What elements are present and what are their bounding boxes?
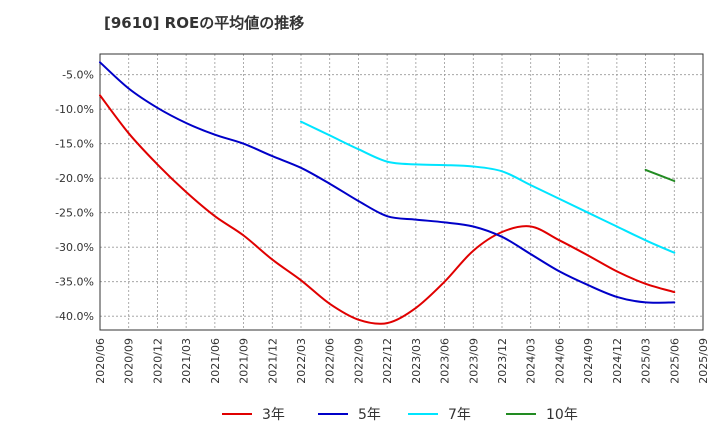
legend: 3年 5年 7年 10年 [222,407,578,423]
x-tick-label: 2024/09 [582,338,595,384]
x-tick-label: 2022/03 [295,338,308,384]
y-tick-label: -25.0% [55,207,94,220]
x-tick-label: 2023/06 [439,338,452,384]
x-tick-label: 2025/06 [668,338,681,384]
x-tick-label: 2022/12 [381,338,394,384]
x-tick-label: 2021/03 [180,338,193,384]
legend-label: 3年 [262,407,285,423]
x-tick-label: 2022/09 [352,338,365,384]
x-tick-label: 2021/12 [266,338,279,384]
x-tick-label: 2024/06 [553,338,566,384]
y-tick-label: -10.0% [55,103,94,116]
x-tick-label: 2023/03 [410,338,423,384]
y-tick-label: -20.0% [55,172,94,185]
x-tick-label: 2022/06 [324,338,337,384]
x-tick-label: 2020/09 [123,338,136,384]
y-tick-label: -30.0% [55,241,94,254]
x-tick-label: 2024/12 [611,338,624,384]
series-lines [99,61,676,325]
y-axis: -5.0% -10.0% -15.0% -20.0% -25.0% -30.0% -35.0… [55,69,94,324]
x-tick-label: 2020/06 [94,338,107,384]
plot-area [99,53,704,331]
x-tick-label: 2025/03 [640,338,653,384]
grid-lines [100,54,703,330]
x-tick-label: 2023/12 [496,338,509,384]
y-tick-label: -35.0% [55,276,94,289]
legend-label: 5年 [358,407,381,423]
x-tick-label: 2021/06 [209,338,222,384]
y-tick-label: -5.0% [62,69,94,82]
y-tick-label: -40.0% [55,310,94,323]
x-tick-label: 2024/03 [525,338,538,384]
x-tick-label: 2025/09 [697,338,710,384]
series-line-10年 [644,168,676,182]
series-line-7年 [300,120,676,254]
y-tick-label: -15.0% [55,138,94,151]
legend-label: 7年 [448,407,471,423]
series-line-5年 [99,61,676,304]
series-line-3年 [99,94,676,325]
x-tick-label: 2023/09 [467,338,480,384]
legend-label: 10年 [546,407,578,423]
x-tick-label: 2021/09 [238,338,251,384]
x-axis: 2020/06 2020/09 2020/12 2021/03 2021/06 2021/… [94,338,710,384]
chart-title: [9610] ROEの平均値の推移 [104,14,305,32]
x-tick-label: 2020/12 [151,338,164,384]
